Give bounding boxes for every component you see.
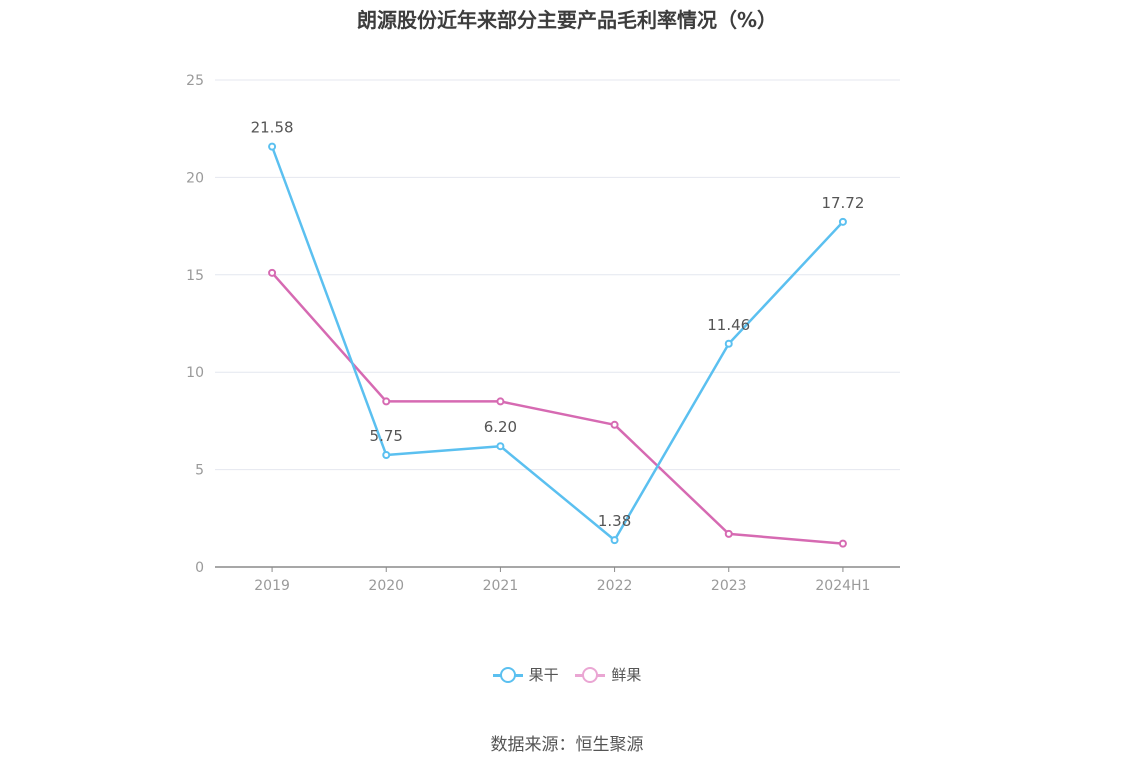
y-tick-label: 0 bbox=[195, 560, 204, 576]
x-tick-label: 2023 bbox=[711, 578, 747, 594]
data-point-series1 bbox=[838, 217, 847, 226]
data-point-series2 bbox=[724, 529, 733, 538]
data-label: 1.38 bbox=[598, 512, 631, 530]
y-tick-label: 15 bbox=[186, 268, 204, 284]
x-tick-label: 2021 bbox=[483, 578, 519, 594]
legend-item-series1[interactable]: 果干 bbox=[492, 664, 559, 685]
data-label: 21.58 bbox=[251, 119, 294, 137]
data-label: 11.46 bbox=[707, 316, 750, 334]
y-tick-label: 25 bbox=[186, 73, 204, 89]
data-point-series1 bbox=[610, 536, 619, 545]
legend-marker-series1 bbox=[492, 665, 523, 685]
x-tick-label: 2024H1 bbox=[815, 578, 870, 594]
data-point-series1 bbox=[724, 339, 733, 348]
y-tick-label: 20 bbox=[186, 170, 204, 186]
data-point-series1 bbox=[268, 142, 277, 151]
data-label: 6.20 bbox=[484, 418, 517, 436]
chart-title: 朗源股份近年来部分主要产品毛利率情况（%） bbox=[356, 8, 778, 32]
series-line-2 bbox=[271, 272, 844, 545]
x-tick-label: 2019 bbox=[254, 578, 290, 594]
data-point-series1 bbox=[382, 450, 391, 459]
data-point-series1 bbox=[496, 442, 505, 451]
y-tick-label: 10 bbox=[186, 365, 204, 381]
data-point-series2 bbox=[496, 397, 505, 406]
series-line-1 bbox=[270, 146, 844, 542]
legend: 果干 鲜果 bbox=[0, 664, 1134, 689]
x-tick-label: 2020 bbox=[368, 578, 404, 594]
data-point-series2 bbox=[268, 268, 277, 277]
legend-label-series1: 果干 bbox=[528, 666, 559, 684]
legend-label-series2: 鲜果 bbox=[611, 666, 642, 684]
data-label: 5.75 bbox=[370, 427, 403, 445]
legend-marker-series2 bbox=[575, 665, 606, 685]
x-tick-label: 2022 bbox=[597, 578, 633, 594]
y-tick-label: 5 bbox=[195, 463, 204, 479]
line-chart: 0 5 10 15 20 25 2019 2020 2021 2022 2023 2024H1 21.5… bbox=[186, 73, 900, 594]
data-point-series2 bbox=[382, 397, 391, 406]
data-source: 数据来源：恒生聚源 bbox=[490, 735, 644, 755]
legend-item-series2[interactable]: 鲜果 bbox=[575, 664, 641, 685]
data-point-series2 bbox=[838, 539, 847, 548]
data-label: 17.72 bbox=[821, 194, 864, 212]
data-point-series2 bbox=[610, 420, 619, 429]
